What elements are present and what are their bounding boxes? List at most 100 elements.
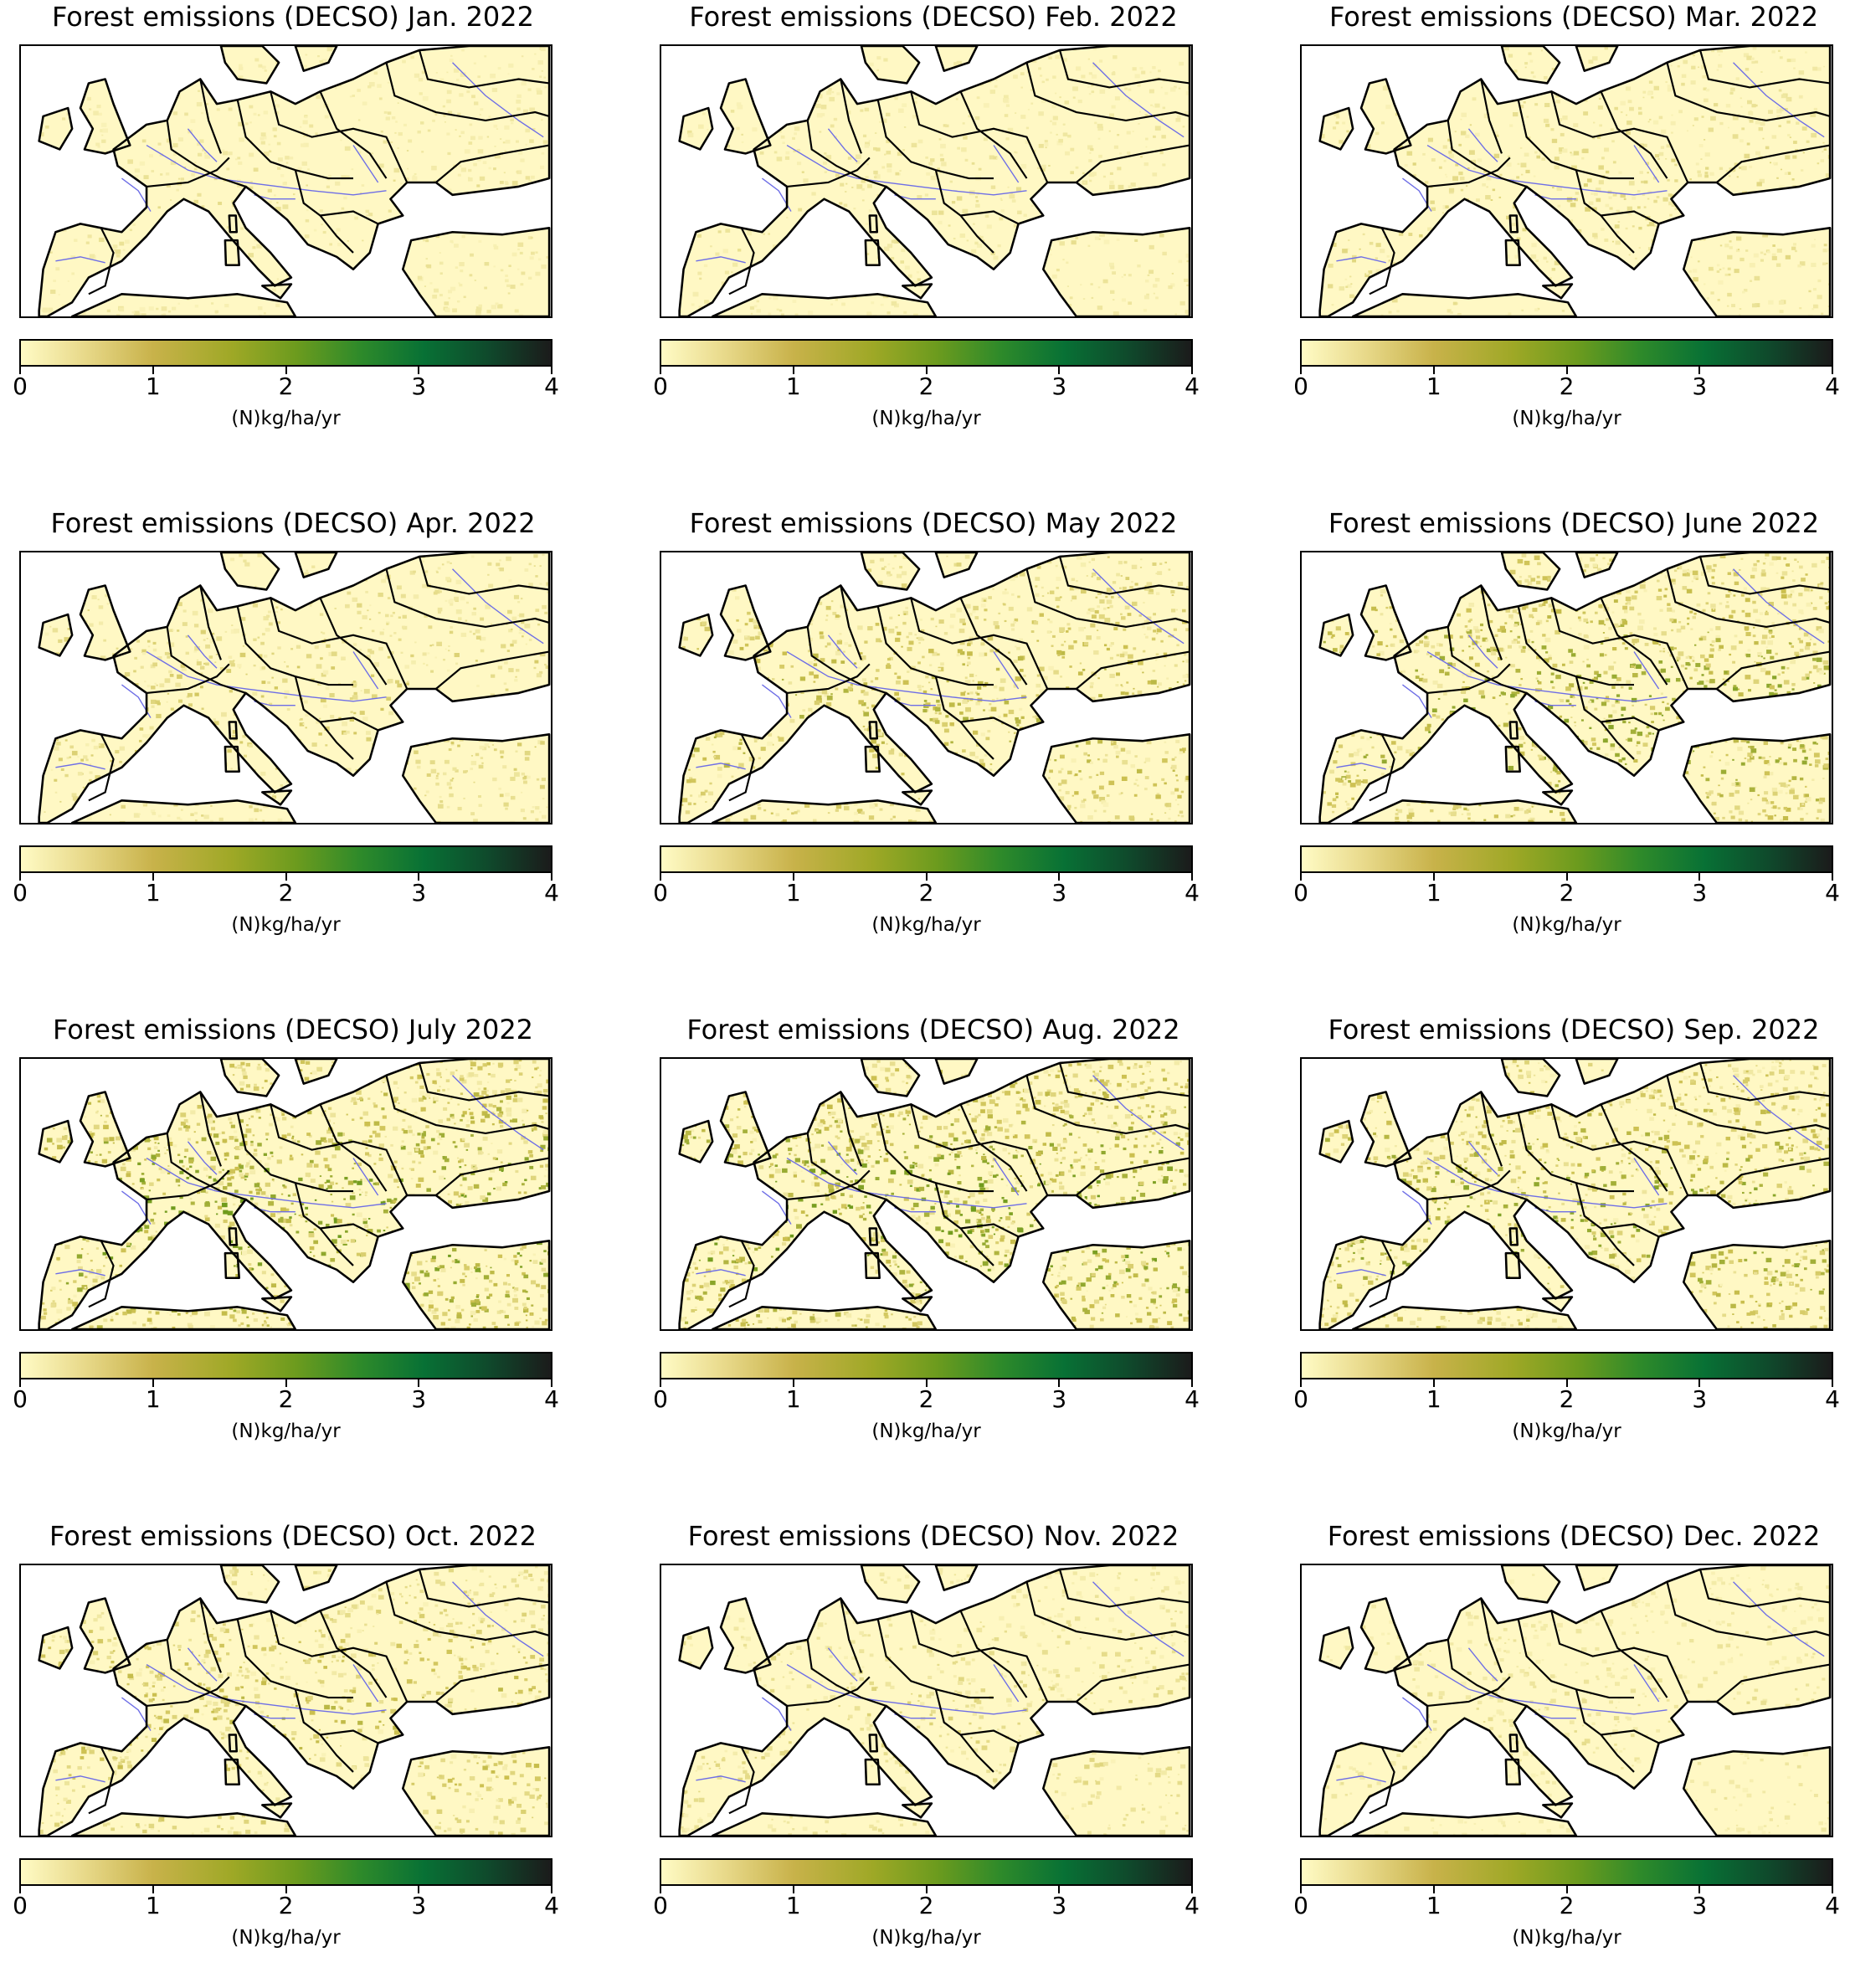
colorbar-tick-label: 4 <box>1816 880 1849 907</box>
colorbar <box>19 845 552 873</box>
map-panel-8: Forest emissions (DECSO) Aug. 2022 (N)kg… <box>640 1013 1226 1482</box>
colorbar-tick-label: 0 <box>3 373 37 400</box>
map-panel-2: Forest emissions (DECSO) Feb. 2022 (N)kg… <box>640 0 1226 469</box>
colorbar-tick-label: 4 <box>1175 373 1209 400</box>
colorbar-tick-label: 1 <box>1417 1893 1451 1919</box>
map-frame <box>19 1564 552 1837</box>
colorbar-tick-label: 3 <box>1042 880 1076 907</box>
europe-map <box>1302 552 1832 823</box>
panel-title: Forest emissions (DECSO) Oct. 2022 <box>0 1519 586 1553</box>
colorbar-tick-label: 2 <box>270 1893 303 1919</box>
colorbar-tick-label: 3 <box>1042 1386 1076 1413</box>
colorbar-tick-label: 2 <box>270 880 303 907</box>
colorbar-tick-label: 3 <box>402 880 435 907</box>
colorbar-label: (N)kg/ha/yr <box>660 1420 1193 1443</box>
colorbar-tick-label: 0 <box>644 373 677 400</box>
colorbar-tick-label: 1 <box>777 1893 810 1919</box>
europe-map <box>21 552 551 823</box>
map-frame <box>19 44 552 318</box>
colorbar-tick-label: 1 <box>1417 373 1451 400</box>
colorbar-tick-label: 4 <box>1175 880 1209 907</box>
colorbar-tick-label: 1 <box>777 373 810 400</box>
map-panel-4: Forest emissions (DECSO) Apr. 2022 (N)kg… <box>0 506 586 975</box>
colorbar <box>1300 1858 1833 1886</box>
map-frame <box>19 551 552 824</box>
map-frame <box>1300 44 1833 318</box>
europe-map <box>21 1565 551 1836</box>
map-frame <box>1300 1057 1833 1331</box>
colorbar-label: (N)kg/ha/yr <box>19 1420 552 1443</box>
colorbar-tick-label: 4 <box>1175 1386 1209 1413</box>
panel-title: Forest emissions (DECSO) Mar. 2022 <box>1281 0 1850 33</box>
colorbar-tick-label: 4 <box>1175 1893 1209 1919</box>
colorbar-tick-label: 2 <box>910 1893 943 1919</box>
colorbar-tick-label: 3 <box>1683 373 1716 400</box>
colorbar <box>1300 1352 1833 1379</box>
map-frame <box>660 1564 1193 1837</box>
colorbar-tick-label: 0 <box>3 1893 37 1919</box>
colorbar-tick-label: 2 <box>910 373 943 400</box>
colorbar-tick-label: 4 <box>535 880 568 907</box>
map-frame <box>1300 551 1833 824</box>
colorbar-tick-label: 3 <box>1042 373 1076 400</box>
panel-title: Forest emissions (DECSO) June 2022 <box>1281 506 1850 540</box>
map-frame <box>1300 1564 1833 1837</box>
colorbar <box>660 1858 1193 1886</box>
colorbar-tick-label: 1 <box>136 373 170 400</box>
europe-map <box>661 552 1191 823</box>
colorbar-tick-label: 2 <box>1550 1893 1584 1919</box>
colorbar-tick-label: 0 <box>1284 373 1318 400</box>
map-frame <box>660 1057 1193 1331</box>
colorbar-tick-label: 3 <box>402 1386 435 1413</box>
map-panel-5: Forest emissions (DECSO) May 2022 (N)kg/… <box>640 506 1226 975</box>
colorbar-label: (N)kg/ha/yr <box>19 913 552 937</box>
colorbar <box>660 339 1193 367</box>
europe-map <box>1302 1565 1832 1836</box>
colorbar <box>19 1352 552 1379</box>
colorbar-tick-label: 2 <box>910 1386 943 1413</box>
colorbar-tick-label: 1 <box>1417 880 1451 907</box>
colorbar-tick-label: 3 <box>1683 1386 1716 1413</box>
colorbar <box>1300 845 1833 873</box>
panel-title: Forest emissions (DECSO) Nov. 2022 <box>640 1519 1226 1553</box>
colorbar-tick-label: 2 <box>270 1386 303 1413</box>
colorbar <box>19 339 552 367</box>
europe-map <box>661 1059 1191 1329</box>
colorbar <box>660 1352 1193 1379</box>
colorbar-tick-label: 2 <box>1550 1386 1584 1413</box>
colorbar-tick-label: 0 <box>644 880 677 907</box>
europe-map <box>21 1059 551 1329</box>
map-panel-11: Forest emissions (DECSO) Nov. 2022 (N)kg… <box>640 1519 1226 1988</box>
map-panel-9: Forest emissions (DECSO) Sep. 2022 (N)kg… <box>1281 1013 1850 1482</box>
colorbar-tick-label: 3 <box>402 373 435 400</box>
europe-map <box>1302 1059 1832 1329</box>
colorbar-label: (N)kg/ha/yr <box>1300 1926 1833 1949</box>
colorbar-tick-label: 3 <box>1042 1893 1076 1919</box>
colorbar-tick-label: 0 <box>1284 880 1318 907</box>
map-panel-12: Forest emissions (DECSO) Dec. 2022 (N)kg… <box>1281 1519 1850 1988</box>
colorbar-tick-label: 4 <box>1816 373 1849 400</box>
europe-map <box>661 46 1191 316</box>
panel-title: Forest emissions (DECSO) Feb. 2022 <box>640 0 1226 33</box>
panel-title: Forest emissions (DECSO) Aug. 2022 <box>640 1013 1226 1046</box>
colorbar-tick-label: 4 <box>535 1386 568 1413</box>
colorbar-label: (N)kg/ha/yr <box>1300 1420 1833 1443</box>
colorbar-tick-label: 0 <box>644 1386 677 1413</box>
panel-title: Forest emissions (DECSO) May 2022 <box>640 506 1226 540</box>
colorbar-tick-label: 1 <box>136 1386 170 1413</box>
colorbar-label: (N)kg/ha/yr <box>19 407 552 430</box>
colorbar-tick-label: 2 <box>910 880 943 907</box>
europe-map <box>21 46 551 316</box>
colorbar-label: (N)kg/ha/yr <box>1300 913 1833 937</box>
map-panel-1: Forest emissions (DECSO) Jan. 2022 (N)kg… <box>0 0 586 469</box>
panel-title: Forest emissions (DECSO) Dec. 2022 <box>1281 1519 1850 1553</box>
colorbar-tick-label: 2 <box>1550 373 1584 400</box>
colorbar-tick-label: 4 <box>1816 1386 1849 1413</box>
map-frame <box>660 551 1193 824</box>
colorbar-tick-label: 2 <box>270 373 303 400</box>
colorbar-tick-label: 0 <box>3 1386 37 1413</box>
colorbar-tick-label: 3 <box>402 1893 435 1919</box>
colorbar <box>19 1858 552 1886</box>
europe-map <box>661 1565 1191 1836</box>
map-panel-3: Forest emissions (DECSO) Mar. 2022 (N)kg… <box>1281 0 1850 469</box>
